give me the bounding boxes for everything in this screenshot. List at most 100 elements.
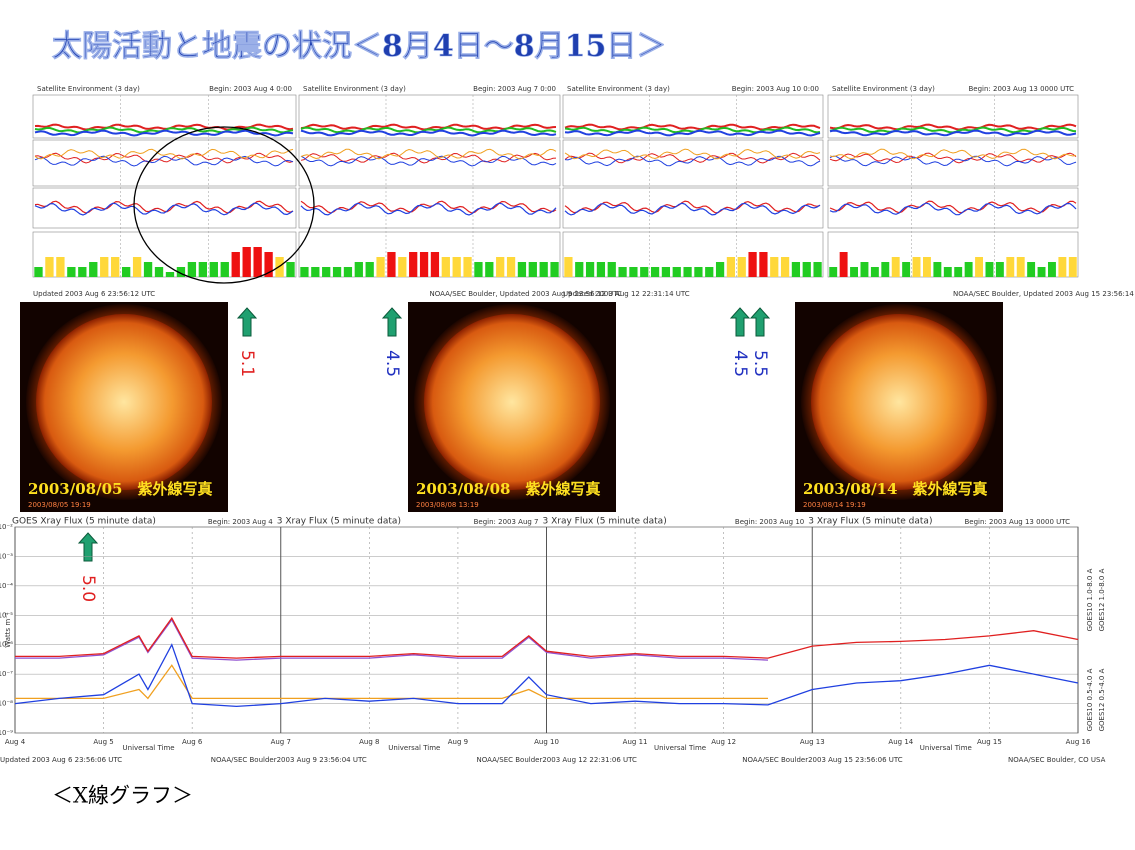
kp-bar	[528, 262, 537, 277]
quake-arrow	[77, 532, 99, 562]
kp-bar	[143, 262, 153, 277]
panel-frame	[827, 139, 1079, 187]
kp-bar	[1068, 257, 1077, 277]
kp-bar	[694, 267, 703, 277]
quake-magnitude: 5.0	[78, 575, 98, 602]
kp-bar	[154, 267, 164, 277]
kp-bar	[891, 257, 900, 277]
proton-trace	[300, 126, 557, 134]
legend-entry: GOES12 0.5-4.0 A	[1098, 668, 1106, 731]
quake-arrow	[381, 307, 403, 337]
kp-bar	[452, 257, 461, 277]
x-tick-label: Aug 10	[534, 738, 559, 746]
kp-bar	[550, 262, 559, 277]
quake-magnitude: 5.5	[750, 350, 770, 377]
hp-trace	[34, 202, 294, 216]
kp-bar	[300, 267, 309, 277]
xray-line	[15, 616, 1079, 659]
xray-panel-footer: NOAA/SEC Boulder2003 Aug 9 23:56:04 UTC	[211, 756, 367, 764]
kp-bar	[253, 247, 262, 277]
sun-caption: 2003/08/05 紫外線写真	[28, 480, 212, 498]
electron-trace	[829, 148, 1077, 160]
kp-bar	[187, 262, 197, 277]
kp-bar	[264, 252, 273, 277]
panel-frame	[32, 94, 297, 139]
highlight-circle	[133, 126, 315, 284]
x-tick-label: Aug 12	[711, 738, 736, 746]
panel-footer: NOAA/SEC Boulder, Updated 2003 Aug 9 23:…	[430, 290, 623, 298]
electron-trace	[34, 152, 294, 164]
kp-bar	[1016, 257, 1025, 277]
sun-timestamp: 2003/08/08 13:19	[416, 501, 479, 509]
sun-caption: 2003/08/14 紫外線写真	[803, 480, 987, 498]
xray-panel-begin: Begin: 2003 Aug 7	[474, 518, 539, 526]
kp-bar	[506, 257, 516, 277]
hp-trace	[564, 202, 821, 216]
electron-trace	[34, 155, 294, 167]
xray-line	[14, 643, 1079, 708]
x-tick-label: Aug 13	[800, 738, 825, 746]
kp-bar	[770, 257, 779, 277]
kp-bar	[850, 267, 858, 277]
y-tick-label: 10⁻⁵	[0, 611, 13, 619]
kp-bar	[870, 267, 879, 277]
kp-bar	[575, 262, 584, 277]
kp-bar	[539, 262, 548, 277]
kp-bar	[564, 257, 573, 277]
kp-bar	[912, 257, 921, 277]
panel-frame	[562, 231, 824, 278]
y-axis-label: Watts m⁻²	[4, 612, 12, 648]
panel-footer: Updated 2003 Aug 12 22:31:14 UTC	[563, 290, 690, 298]
kp-bar	[121, 267, 131, 277]
sun-timestamp: 2003/08/14 19:19	[803, 501, 866, 509]
hp-trace	[300, 202, 557, 216]
kp-bar	[726, 257, 736, 277]
kp-bar	[286, 262, 295, 277]
panel-frame	[562, 94, 824, 139]
y-tick-label: 10⁻⁷	[0, 670, 13, 678]
x-tick-label: Aug 11	[623, 738, 648, 746]
kp-bar	[759, 252, 768, 277]
kp-bar	[198, 262, 208, 277]
proton-trace	[829, 129, 1077, 137]
hp-trace	[34, 200, 294, 214]
kp-bar	[485, 262, 494, 277]
kp-bar	[398, 257, 407, 277]
kp-bar	[629, 267, 638, 277]
kp-bar	[650, 267, 660, 277]
kp-bar	[430, 252, 440, 277]
kp-bar	[683, 267, 692, 277]
panel-footer: NOAA/SEC Boulder, Updated 2003 Aug 15 23…	[953, 290, 1135, 298]
x-tick-label: Aug 8	[359, 738, 379, 746]
kp-bar	[943, 267, 952, 277]
x-tick-label: Aug 6	[182, 738, 203, 746]
y-tick-label: 10⁻⁹	[0, 729, 13, 737]
electron-trace	[564, 155, 821, 167]
xray-line	[15, 618, 769, 661]
x-tick-label: Aug 7	[271, 738, 291, 746]
kp-bar	[1006, 257, 1015, 277]
kp-bar	[322, 267, 331, 277]
xray-panel-footer: NOAA/SEC Boulder2003 Aug 12 22:31:06 UTC	[477, 756, 638, 764]
kp-bar	[409, 252, 418, 277]
electron-trace	[564, 148, 821, 160]
panel-header: Satellite Environment (3 day)	[567, 85, 670, 93]
proton-trace	[300, 129, 557, 137]
kp-bar	[343, 267, 353, 277]
panel-begin: Begin: 2003 Aug 4 0:00	[209, 85, 292, 93]
proton-trace	[564, 129, 821, 137]
xray-panel-header: 3 Xray Flux (5 minute data)	[543, 517, 667, 527]
kp-bar	[34, 267, 43, 277]
panel-begin: Begin: 2003 Aug 7 0:00	[473, 85, 556, 93]
hp-trace	[564, 200, 821, 214]
quake-arrow	[749, 307, 771, 337]
kp-bar	[89, 262, 98, 277]
x-tick-label: Aug 4	[5, 738, 26, 746]
kp-bar	[596, 262, 606, 277]
kp-bar	[995, 262, 1004, 277]
sun-disk	[36, 314, 212, 490]
kp-bar	[176, 267, 186, 277]
y-tick-label: 10⁻⁸	[0, 700, 13, 708]
x-axis-label: Universal Time	[388, 744, 440, 752]
x-axis-label: Universal Time	[123, 744, 175, 752]
